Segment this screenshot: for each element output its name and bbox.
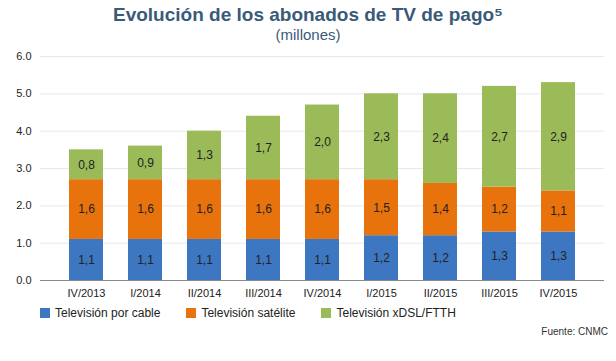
- svg-text:1,4: 1,4: [432, 202, 449, 216]
- svg-text:1,1: 1,1: [255, 253, 272, 267]
- svg-text:4.0: 4.0: [16, 125, 31, 137]
- svg-text:1,6: 1,6: [196, 202, 213, 216]
- svg-text:II/2014: II/2014: [188, 287, 222, 299]
- svg-text:0.0: 0.0: [16, 274, 31, 286]
- html-text:Evolución de los abonados de T: Evolución de los abonados de TV de pago⁵: [113, 4, 503, 25]
- svg-text:IV/2015: IV/2015: [540, 287, 578, 299]
- svg-text:1,1: 1,1: [550, 204, 567, 218]
- svg-text:1,1: 1,1: [314, 253, 331, 267]
- html-text:Televisión xDSL/FTTH: Televisión xDSL/FTTH: [336, 306, 456, 320]
- svg-text:III/2015: III/2015: [481, 287, 518, 299]
- svg-text:1.0: 1.0: [16, 237, 31, 249]
- svg-text:2,7: 2,7: [491, 130, 508, 144]
- svg-text:IV/2014: IV/2014: [304, 287, 342, 299]
- svg-text:I/2014: I/2014: [130, 287, 161, 299]
- svg-text:2,9: 2,9: [550, 130, 567, 144]
- svg-text:1,3: 1,3: [550, 249, 567, 263]
- svg-text:I/2015: I/2015: [366, 287, 397, 299]
- svg-text:1,2: 1,2: [432, 251, 449, 265]
- svg-text:III/2014: III/2014: [245, 287, 282, 299]
- svg-text:2,3: 2,3: [373, 130, 390, 144]
- svg-text:5.0: 5.0: [16, 87, 31, 99]
- svg-text:0,9: 0,9: [137, 156, 154, 170]
- svg-text:1,2: 1,2: [373, 251, 390, 265]
- svg-text:6.0: 6.0: [16, 50, 31, 62]
- svg-text:1,2: 1,2: [491, 202, 508, 216]
- svg-text:1,1: 1,1: [78, 253, 95, 267]
- svg-text:2,0: 2,0: [314, 135, 331, 149]
- svg-text:II/2015: II/2015: [424, 287, 458, 299]
- svg-text:1,1: 1,1: [137, 253, 154, 267]
- html-text:Fuente: CNMC: Fuente: CNMC: [541, 326, 608, 337]
- svg-text:1,6: 1,6: [314, 202, 331, 216]
- svg-text:3.0: 3.0: [16, 162, 31, 174]
- svg-text:1,7: 1,7: [255, 141, 272, 155]
- svg-text:1,6: 1,6: [255, 202, 272, 216]
- svg-text:1,3: 1,3: [491, 249, 508, 263]
- svg-text:IV/2013: IV/2013: [68, 287, 106, 299]
- svg-text:1,3: 1,3: [196, 148, 213, 162]
- svg-text:1,1: 1,1: [196, 253, 213, 267]
- svg-text:2.0: 2.0: [16, 199, 31, 211]
- html-text:(millones): (millones): [275, 26, 341, 43]
- html-text:Televisión por cable: Televisión por cable: [55, 306, 161, 320]
- svg-text:2,4: 2,4: [432, 131, 449, 145]
- svg-text:1,6: 1,6: [137, 202, 154, 216]
- html-text:Televisión satélite: Televisión satélite: [201, 306, 296, 320]
- svg-text:1,6: 1,6: [78, 202, 95, 216]
- svg-text:1,5: 1,5: [373, 201, 390, 215]
- svg-text:0,8: 0,8: [78, 158, 95, 172]
